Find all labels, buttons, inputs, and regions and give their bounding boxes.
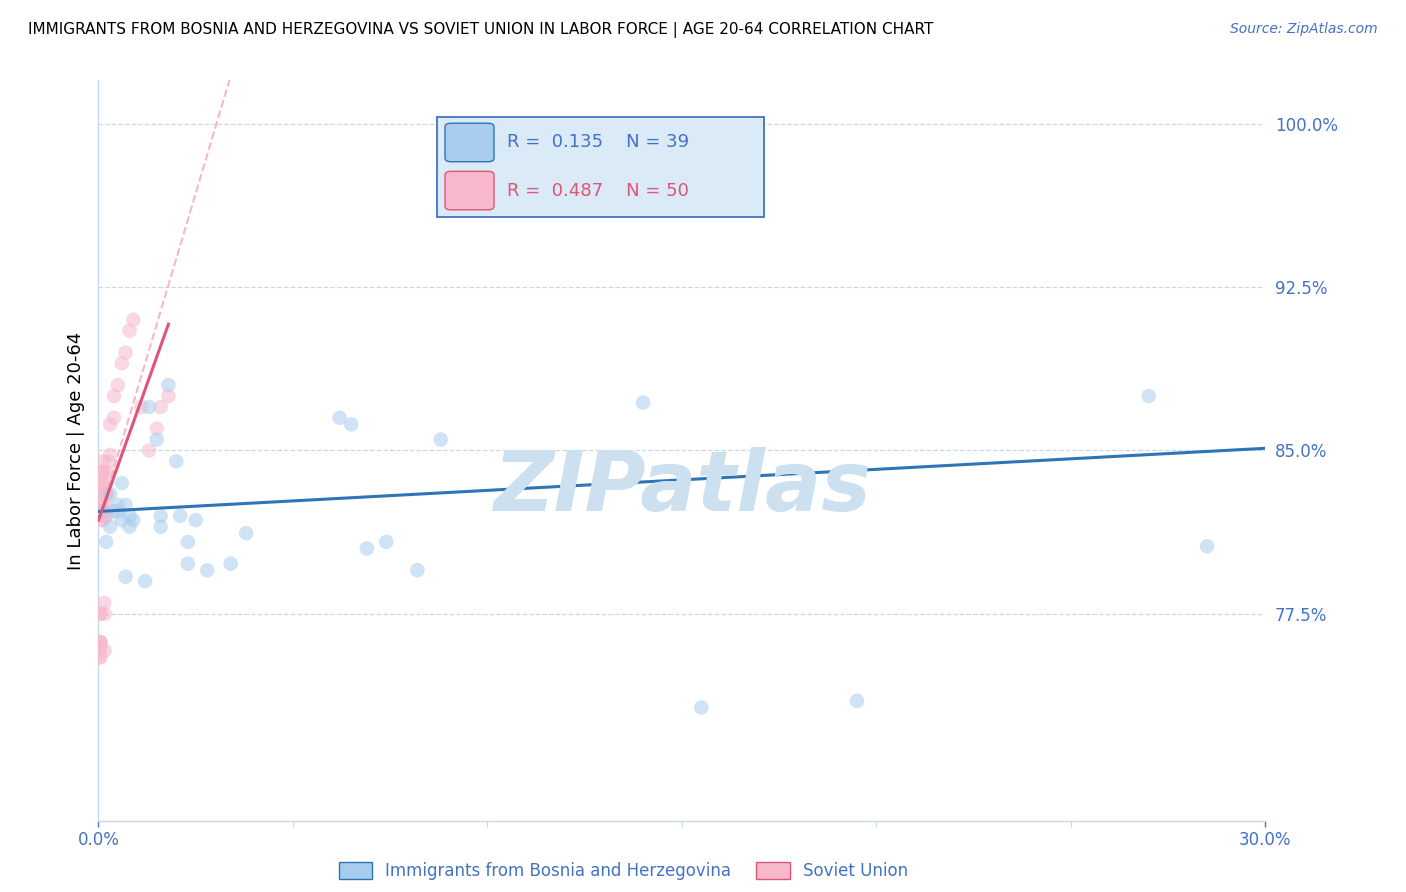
Point xyxy=(90,498,112,512)
Point xyxy=(138,443,160,458)
Point xyxy=(91,498,114,512)
Point xyxy=(340,417,363,432)
Point xyxy=(111,356,134,370)
Point xyxy=(157,389,180,403)
Point xyxy=(146,433,169,447)
Point xyxy=(93,607,115,621)
Point xyxy=(93,596,115,610)
Point xyxy=(94,498,117,512)
Point xyxy=(93,508,115,523)
Point xyxy=(122,313,145,327)
Point xyxy=(114,570,136,584)
Point xyxy=(90,504,112,518)
Point xyxy=(118,508,141,523)
Point xyxy=(356,541,378,556)
FancyBboxPatch shape xyxy=(446,171,494,210)
Point xyxy=(690,700,713,714)
Point xyxy=(96,508,118,523)
FancyBboxPatch shape xyxy=(446,123,494,161)
Point xyxy=(631,395,654,409)
Point xyxy=(169,508,191,523)
Text: Source: ZipAtlas.com: Source: ZipAtlas.com xyxy=(1230,22,1378,37)
Point xyxy=(91,465,114,479)
Point xyxy=(114,498,136,512)
Point xyxy=(89,640,111,654)
Point xyxy=(107,498,129,512)
Point xyxy=(149,400,172,414)
Point xyxy=(177,535,200,549)
Point xyxy=(93,644,115,658)
Point xyxy=(118,519,141,533)
Text: R =  0.135    N = 39: R = 0.135 N = 39 xyxy=(506,134,689,152)
Point xyxy=(1137,389,1160,403)
Legend: Immigrants from Bosnia and Herzegovina, Soviet Union: Immigrants from Bosnia and Herzegovina, … xyxy=(332,855,915,887)
Point xyxy=(90,476,112,491)
Point xyxy=(184,513,207,527)
Point xyxy=(91,508,114,523)
Point xyxy=(90,487,112,501)
Point xyxy=(98,487,121,501)
Point xyxy=(406,563,429,577)
Point xyxy=(89,644,111,658)
Text: R =  0.487    N = 50: R = 0.487 N = 50 xyxy=(506,182,689,200)
Point xyxy=(375,535,398,549)
Point xyxy=(89,650,111,665)
Point xyxy=(103,504,125,518)
Point xyxy=(107,378,129,392)
Point xyxy=(177,557,200,571)
Point xyxy=(97,465,120,479)
Point xyxy=(103,410,125,425)
Point xyxy=(89,635,111,649)
Point xyxy=(1195,539,1218,553)
Point xyxy=(96,487,118,501)
Y-axis label: In Labor Force | Age 20-64: In Labor Force | Age 20-64 xyxy=(66,331,84,570)
Point xyxy=(98,448,121,462)
Point xyxy=(98,417,121,432)
Point xyxy=(157,378,180,392)
Point xyxy=(96,476,118,491)
Point xyxy=(149,508,172,523)
Point xyxy=(97,454,120,468)
Point xyxy=(107,504,129,518)
Point xyxy=(103,389,125,403)
Point xyxy=(111,476,134,491)
Point xyxy=(89,635,111,649)
Point xyxy=(114,345,136,359)
Point xyxy=(91,454,114,468)
Point xyxy=(90,513,112,527)
Point xyxy=(90,635,112,649)
Point xyxy=(93,504,115,518)
Point xyxy=(91,504,114,518)
Point xyxy=(165,454,187,468)
Point xyxy=(89,607,111,621)
Point xyxy=(91,487,114,501)
Point xyxy=(149,519,172,533)
Point xyxy=(90,607,112,621)
Point xyxy=(118,324,141,338)
Point xyxy=(429,433,451,447)
FancyBboxPatch shape xyxy=(437,118,763,218)
Point xyxy=(129,400,152,414)
Point xyxy=(93,513,115,527)
Point xyxy=(96,487,118,501)
Point xyxy=(845,694,868,708)
Point xyxy=(91,465,114,479)
Point xyxy=(146,422,169,436)
Point xyxy=(91,476,114,491)
Point xyxy=(195,563,218,577)
Point xyxy=(138,400,160,414)
Point xyxy=(94,508,117,523)
Point xyxy=(134,574,156,588)
Point xyxy=(219,557,242,571)
Point xyxy=(111,513,134,527)
Point xyxy=(235,526,257,541)
Text: IMMIGRANTS FROM BOSNIA AND HERZEGOVINA VS SOVIET UNION IN LABOR FORCE | AGE 20-6: IMMIGRANTS FROM BOSNIA AND HERZEGOVINA V… xyxy=(28,22,934,38)
Point xyxy=(98,519,121,533)
Text: ZIPatlas: ZIPatlas xyxy=(494,447,870,528)
Point xyxy=(329,410,352,425)
Point xyxy=(89,650,111,665)
Point xyxy=(90,465,112,479)
Point xyxy=(122,513,145,527)
Point xyxy=(96,535,118,549)
